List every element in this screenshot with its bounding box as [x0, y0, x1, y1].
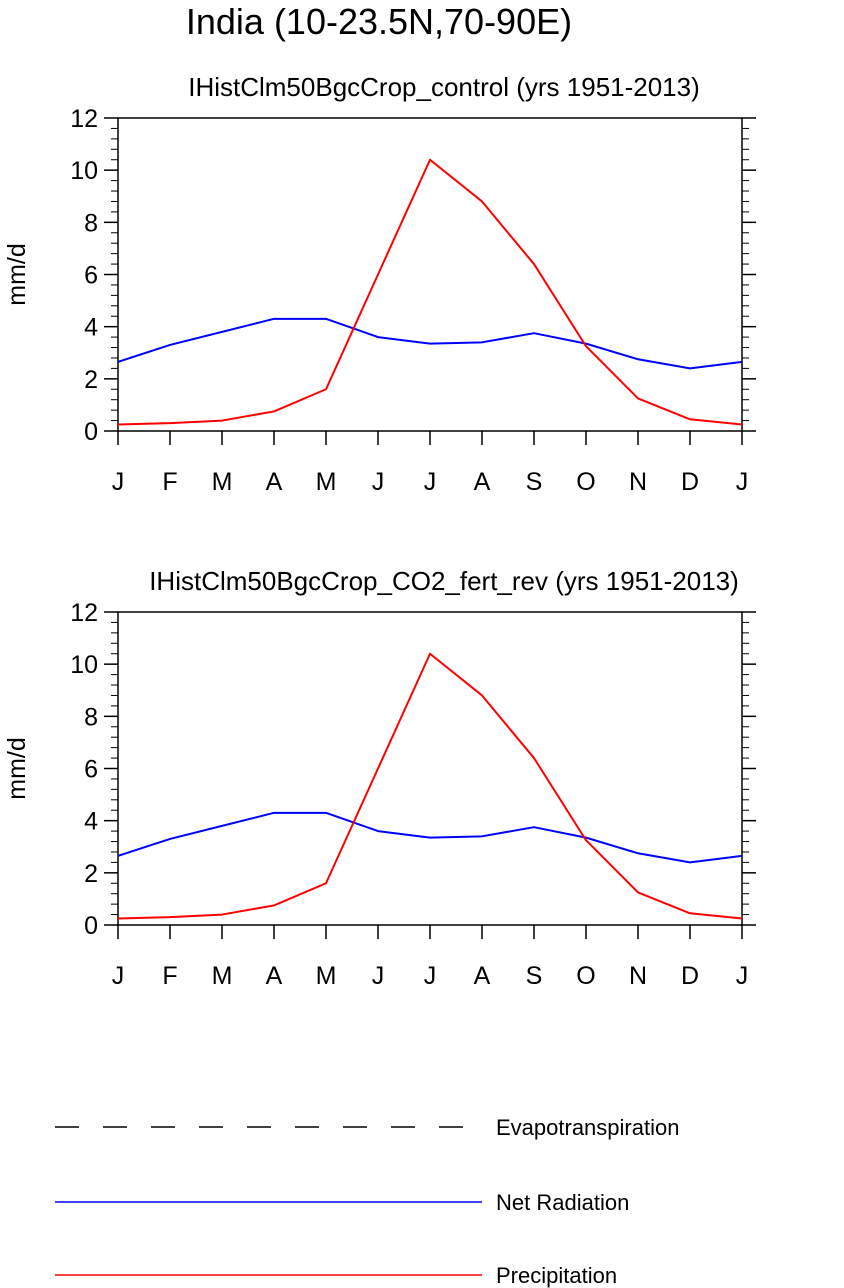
x-tick-label: J: [112, 962, 125, 990]
x-tick-label: A: [474, 468, 491, 496]
x-tick-label: O: [576, 962, 595, 990]
x-tick-label: J: [372, 468, 385, 496]
y-tick-label: 8: [84, 209, 98, 237]
y-tick-label: 12: [70, 105, 98, 133]
plot-frame: [117, 117, 743, 432]
x-tick-label: A: [266, 962, 283, 990]
x-tick-label: F: [162, 962, 177, 990]
y-tick-label: 10: [70, 157, 98, 185]
x-tick-label: S: [526, 962, 543, 990]
series-line-precipitation: [117, 158, 743, 426]
y-axis-label: mm/d: [3, 243, 31, 306]
y-tick-label: 0: [84, 912, 98, 940]
y-tick-label: 8: [84, 703, 98, 731]
y-tick-label: 6: [84, 756, 98, 784]
x-tick-label: D: [681, 962, 699, 990]
y-tick-label: 2: [84, 860, 98, 888]
x-tick-label: M: [316, 468, 337, 496]
y-tick-label: 6: [84, 262, 98, 290]
y-tick-label: 12: [70, 599, 98, 627]
chart-panel: IHistClm50BgcCrop_control (yrs 1951-2013…: [3, 72, 756, 496]
panel-title: IHistClm50BgcCrop_control (yrs 1951-2013…: [188, 72, 700, 102]
x-tick-label: J: [736, 468, 749, 496]
y-tick-label: 0: [84, 418, 98, 446]
series-line-precipitation: [117, 652, 743, 920]
x-tick-label: A: [474, 962, 491, 990]
x-tick-label: J: [736, 962, 749, 990]
y-tick-label: 4: [84, 314, 98, 342]
x-tick-label: J: [372, 962, 385, 990]
x-tick-label: N: [629, 962, 647, 990]
charts: IHistClm50BgcCrop_control (yrs 1951-2013…: [3, 72, 756, 990]
x-tick-label: A: [266, 468, 283, 496]
series-line-net-radiation: [117, 317, 743, 370]
legend-label-precipitation: Precipitation: [496, 1263, 617, 1288]
chart-panel: IHistClm50BgcCrop_CO2_fert_rev (yrs 1951…: [3, 566, 756, 990]
x-tick-label: F: [162, 468, 177, 496]
x-tick-label: D: [681, 468, 699, 496]
y-tick-label: 2: [84, 366, 98, 394]
x-tick-label: O: [576, 468, 595, 496]
legend: Evapotranspiration Net Radiation Precipita…: [55, 1115, 679, 1288]
x-tick-label: J: [424, 468, 437, 496]
x-tick-label: S: [526, 468, 543, 496]
plot-frame: [117, 611, 743, 926]
y-axis-label: mm/d: [3, 737, 31, 800]
x-tick-label: M: [212, 962, 233, 990]
x-tick-label: J: [424, 962, 437, 990]
x-tick-label: M: [212, 468, 233, 496]
x-tick-label: M: [316, 962, 337, 990]
y-tick-label: 4: [84, 808, 98, 836]
x-tick-label: J: [112, 468, 125, 496]
legend-label-net-radiation: Net Radiation: [496, 1190, 629, 1215]
y-tick-label: 10: [70, 651, 98, 679]
series-line-net-radiation: [117, 811, 743, 864]
page-title: India (10-23.5N,70-90E): [186, 1, 572, 42]
x-tick-label: N: [629, 468, 647, 496]
legend-label-evapotranspiration: Evapotranspiration: [496, 1115, 679, 1140]
panel-title: IHistClm50BgcCrop_CO2_fert_rev (yrs 1951…: [149, 566, 739, 596]
